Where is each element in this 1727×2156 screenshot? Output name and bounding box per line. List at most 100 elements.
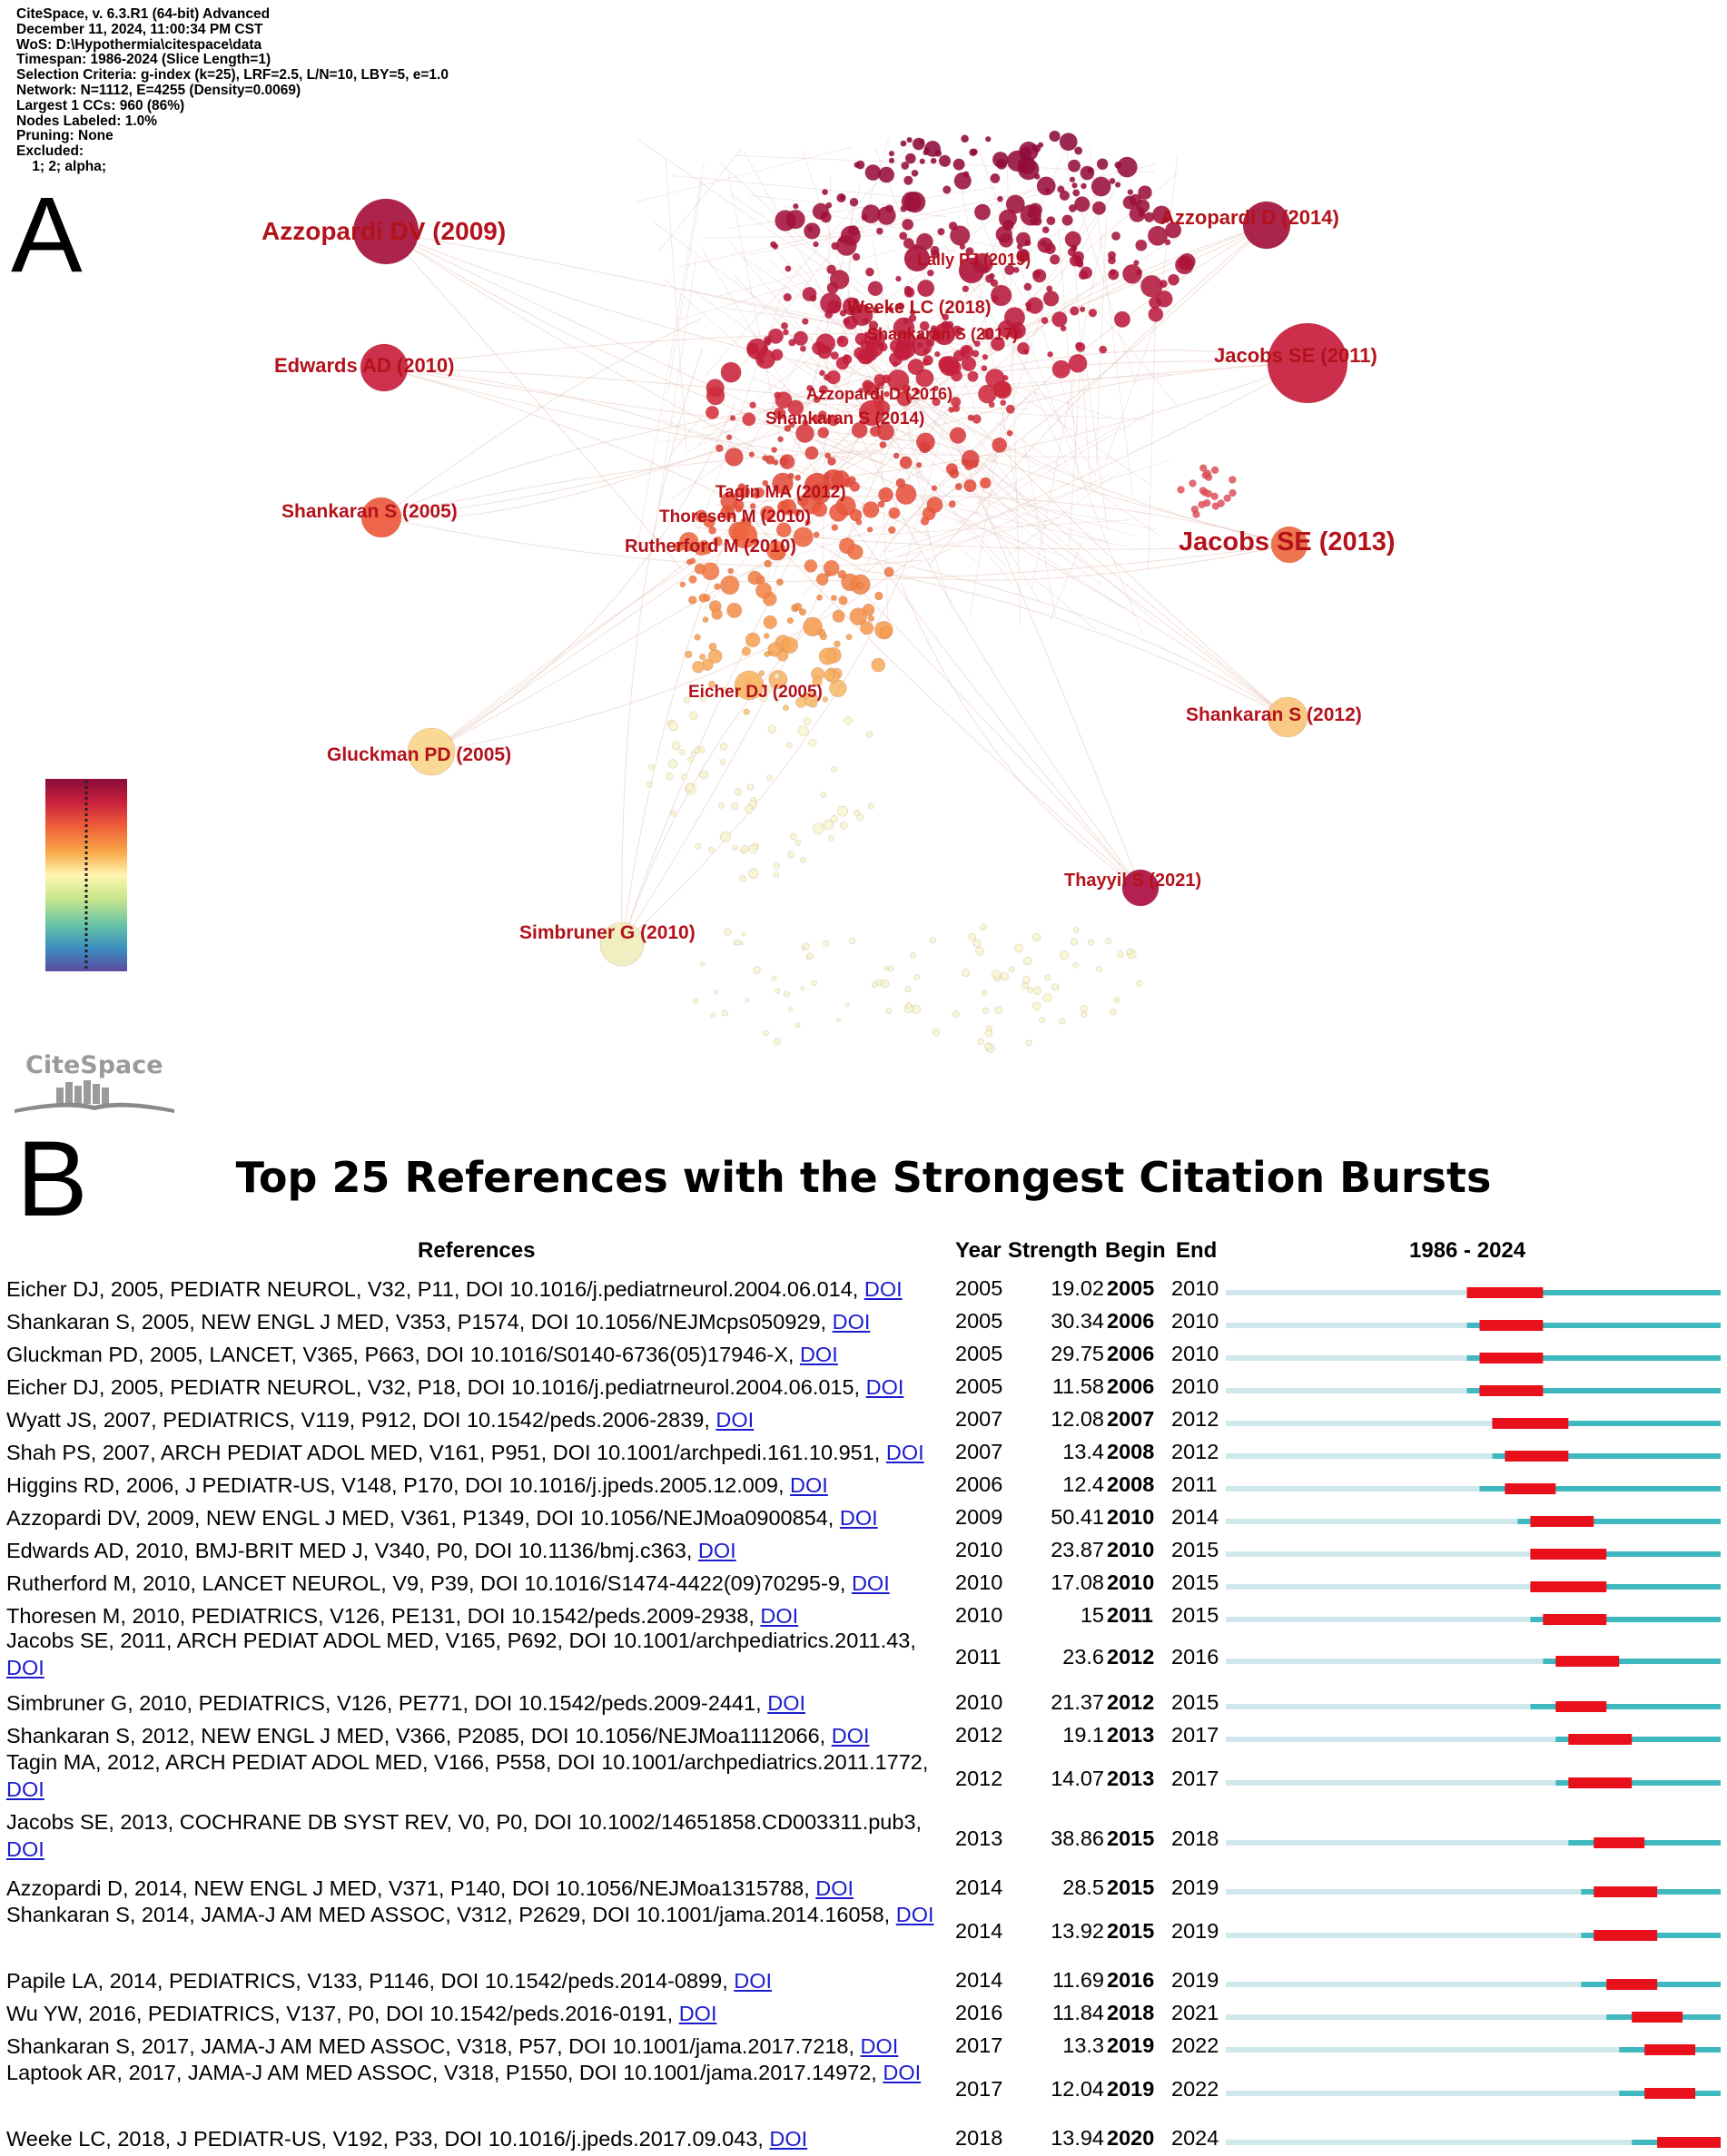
year-cell: 2011 xyxy=(955,1645,1002,1669)
timeline-active-segment xyxy=(1466,1355,1721,1361)
burst-segment xyxy=(1505,1483,1556,1494)
doi-link[interactable]: DOI xyxy=(697,1539,736,1562)
burst-timeline xyxy=(1226,1734,1721,1745)
year-cell: 2017 xyxy=(955,2077,1003,2101)
begin-cell: 2016 xyxy=(1107,1968,1155,1992)
begin-cell: 2006 xyxy=(1107,1342,1155,1365)
end-cell: 2015 xyxy=(1171,1570,1219,1594)
header-end: End xyxy=(1176,1238,1218,1263)
doi-link[interactable]: DOI xyxy=(767,1691,805,1715)
timeline-inactive-segment xyxy=(1226,1780,1556,1786)
burst-row: Shankaran S, 2005, NEW ENGL J MED, V353,… xyxy=(0,1305,1727,1338)
panel-b-letter: B xyxy=(16,1119,88,1239)
doi-link[interactable]: DOI xyxy=(6,1777,44,1801)
citespace-logo: CiteSpace xyxy=(13,1051,176,1115)
doi-link[interactable]: DOI xyxy=(815,1876,854,1900)
timeline-inactive-segment xyxy=(1226,2047,1620,2053)
burst-segment xyxy=(1466,1287,1544,1298)
metadata-line: Timespan: 1986-2024 (Slice Length=1) xyxy=(16,52,271,68)
reference-text: Simbruner G, 2010, PEDIATRICS, V126, PE7… xyxy=(6,1689,942,1717)
reference-text: Azzopardi DV, 2009, NEW ENGL J MED, V361… xyxy=(6,1504,942,1531)
burst-row: Azzopardi D, 2014, NEW ENGL J MED, V371,… xyxy=(0,1872,1727,1905)
begin-cell: 2011 xyxy=(1107,1603,1153,1627)
doi-link[interactable]: DOI xyxy=(831,1724,870,1747)
strength-cell: 15 xyxy=(1080,1603,1104,1627)
reference-citation: Edwards AD, 2010, BMJ-BRIT MED J, V340, … xyxy=(6,1539,693,1562)
strength-cell: 13.3 xyxy=(1062,2033,1104,2057)
reference-text: Papile LA, 2014, PEDIATRICS, V133, P1146… xyxy=(6,1967,942,1994)
doi-link[interactable]: DOI xyxy=(734,1969,773,1993)
burst-segment xyxy=(1479,1320,1544,1331)
year-cell: 2014 xyxy=(955,1968,1003,1992)
year-cell: 2009 xyxy=(955,1505,1003,1529)
doi-link[interactable]: DOI xyxy=(799,1343,838,1366)
header-timespan: 1986 - 2024 xyxy=(1409,1238,1526,1263)
doi-link[interactable]: DOI xyxy=(6,1656,44,1679)
metadata-line: Largest 1 CCs: 960 (86%) xyxy=(16,97,185,113)
end-cell: 2017 xyxy=(1171,1723,1219,1747)
doi-link[interactable]: DOI xyxy=(6,1837,44,1861)
end-cell: 2024 xyxy=(1171,2126,1219,2150)
burst-segment xyxy=(1479,1385,1544,1396)
burst-timeline xyxy=(1226,1549,1721,1560)
timeline-inactive-segment xyxy=(1226,1421,1493,1426)
burst-row: Rutherford M, 2010, LANCET NEUROL, V9, P… xyxy=(0,1567,1727,1600)
timeline-inactive-segment xyxy=(1226,2091,1620,2096)
begin-cell: 2010 xyxy=(1107,1570,1155,1594)
timeline-inactive-segment xyxy=(1226,1290,1467,1295)
node-label: Thayyil S (2021) xyxy=(1064,871,1201,891)
year-cell: 2013 xyxy=(955,1826,1003,1850)
doi-link[interactable]: DOI xyxy=(832,1310,871,1334)
doi-link[interactable]: DOI xyxy=(715,1408,755,1432)
doi-link[interactable]: DOI xyxy=(883,2061,922,2084)
timeline-inactive-segment xyxy=(1226,1355,1467,1361)
burst-segment xyxy=(1530,1581,1607,1592)
header-year: Year xyxy=(955,1238,1002,1263)
reference-citation: Shankaran S, 2014, JAMA-J AM MED ASSOC, … xyxy=(6,1903,891,1926)
node-label: Lally PJ (2019) xyxy=(917,251,1031,269)
burst-timeline xyxy=(1226,1451,1721,1462)
burst-row: Papile LA, 2014, PEDIATRICS, V133, P1146… xyxy=(0,1964,1727,1997)
doi-link[interactable]: DOI xyxy=(839,1506,878,1530)
reference-text: Edwards AD, 2010, BMJ-BRIT MED J, V340, … xyxy=(6,1537,942,1564)
doi-link[interactable]: DOI xyxy=(760,1604,799,1628)
burst-timeline xyxy=(1226,1385,1721,1396)
panel-a-network: Azzopardi DV (2009) Azzopardi D (2014) Lal… xyxy=(11,6,1396,1115)
reference-citation: Jacobs SE, 2013, COCHRANE DB SYST REV, V… xyxy=(6,1810,923,1834)
burst-row: Higgins RD, 2006, J PEDIATR-US, V148, P1… xyxy=(0,1469,1727,1501)
timeline-active-segment xyxy=(1530,1551,1721,1557)
doi-link[interactable]: DOI xyxy=(851,1571,890,1595)
burst-row: Wu YW, 2016, PEDIATRICS, V137, P0, DOI 1… xyxy=(0,1997,1727,2030)
strength-cell: 19.02 xyxy=(1051,1276,1104,1300)
doi-link[interactable]: DOI xyxy=(885,1441,924,1464)
end-cell: 2012 xyxy=(1171,1440,1219,1463)
timeline-inactive-segment xyxy=(1226,1889,1582,1895)
doi-link[interactable]: DOI xyxy=(864,1277,903,1301)
burst-timeline xyxy=(1226,1930,1721,1941)
node-label: Jacobs SE (2013) xyxy=(1179,527,1396,556)
doi-link[interactable]: DOI xyxy=(865,1375,904,1399)
strength-cell: 12.08 xyxy=(1051,1407,1104,1431)
begin-cell: 2015 xyxy=(1107,1919,1155,1943)
reference-citation: Wyatt JS, 2007, PEDIATRICS, V119, P912, … xyxy=(6,1408,710,1432)
end-cell: 2022 xyxy=(1171,2077,1219,2101)
doi-link[interactable]: DOI xyxy=(790,1473,828,1497)
strength-cell: 19.1 xyxy=(1062,1723,1104,1747)
burst-segment xyxy=(1644,2088,1696,2099)
node-label: Tagin MA (2012) xyxy=(715,483,846,502)
reference-text: Eicher DJ, 2005, PEDIATR NEUROL, V32, P1… xyxy=(6,1373,942,1401)
reference-citation: Azzopardi DV, 2009, NEW ENGL J MED, V361… xyxy=(6,1506,834,1530)
timeline-inactive-segment xyxy=(1226,1486,1480,1491)
reference-text: Shankaran S, 2005, NEW ENGL J MED, V353,… xyxy=(6,1308,942,1335)
burst-segment xyxy=(1632,2012,1683,2023)
end-cell: 2010 xyxy=(1171,1342,1219,1365)
doi-link[interactable]: DOI xyxy=(769,2127,808,2151)
burst-table-title: Top 25 References with the Strongest Cit… xyxy=(235,1153,1492,1202)
doi-link[interactable]: DOI xyxy=(678,2002,717,2025)
begin-cell: 2012 xyxy=(1107,1645,1155,1669)
end-cell: 2021 xyxy=(1171,2001,1219,2024)
reference-citation: Higgins RD, 2006, J PEDIATR-US, V148, P1… xyxy=(6,1473,785,1497)
doi-link[interactable]: DOI xyxy=(895,1903,934,1926)
begin-cell: 2013 xyxy=(1107,1723,1155,1747)
doi-link[interactable]: DOI xyxy=(860,2034,899,2058)
